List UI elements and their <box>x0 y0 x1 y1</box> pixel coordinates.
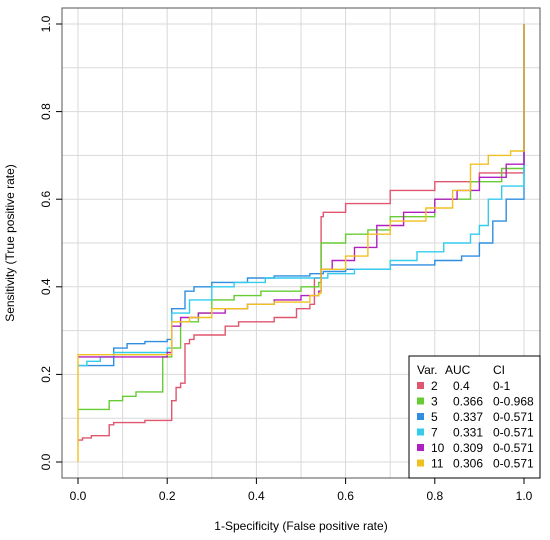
x-axis: 0.0 0.2 0.4 0.6 0.8 1.0 <box>70 478 533 503</box>
legend-ci-value: 0-0.571 <box>493 426 534 440</box>
legend-var-label: 10 <box>431 441 445 455</box>
legend-ci-value: 0-0.968 <box>493 395 534 409</box>
y-tick-label: 0.0 <box>39 453 53 470</box>
legend-auc-value: 0.337 <box>453 410 483 424</box>
legend-var-label: 5 <box>431 410 438 424</box>
legend-auc-value: 0.309 <box>453 441 483 455</box>
x-tick-label: 0.8 <box>426 489 443 503</box>
series-lines <box>77 24 525 462</box>
y-tick-label: 1.0 <box>39 15 53 32</box>
y-tick-label: 0.2 <box>39 366 53 383</box>
roc-curve-series-11 <box>77 24 525 462</box>
legend-var-label: 3 <box>431 395 438 409</box>
x-tick-label: 0.2 <box>159 489 176 503</box>
legend-swatch <box>417 459 424 467</box>
legend-header-ci: CI <box>493 363 505 377</box>
legend-auc-value: 0.306 <box>453 457 483 471</box>
x-axis-label: 1-Specificity (False positive rate) <box>214 519 387 533</box>
x-tick-label: 0.0 <box>70 489 87 503</box>
y-axis: 0.0 0.2 0.4 0.6 0.8 1.0 <box>39 15 62 470</box>
x-tick-label: 0.6 <box>337 489 354 503</box>
roc-curve-series-2 <box>78 24 525 441</box>
y-tick-label: 0.6 <box>39 191 53 208</box>
plot-frame <box>61 7 541 479</box>
roc-curve-series-5 <box>78 24 525 367</box>
legend-box <box>408 355 541 479</box>
legend-ci-value: 0-1 <box>493 379 511 393</box>
roc-curve-series-7 <box>78 24 525 367</box>
legend-ci-value: 0-0.571 <box>493 410 534 424</box>
legend-swatch <box>417 413 424 420</box>
legend-swatch <box>417 428 424 436</box>
legend: Var. AUC CI 2 0.4 0-1 3 0.366 0-0.968 5 0.337 0-… <box>408 355 541 479</box>
legend-ci-value: 0-0.571 <box>493 457 534 471</box>
y-tick-label: 0.8 <box>39 103 53 120</box>
legend-var-label: 11 <box>431 457 444 471</box>
x-tick-label: 0.4 <box>248 489 265 503</box>
legend-swatch <box>417 382 424 389</box>
legend-var-label: 7 <box>431 426 438 440</box>
legend-swatch <box>417 444 424 451</box>
y-axis-label: Sensitivity (True positive rate) <box>3 164 17 322</box>
legend-header-var: Var. <box>417 363 437 377</box>
legend-auc-value: 0.366 <box>453 395 483 409</box>
legend-ci-value: 0-0.571 <box>493 441 534 455</box>
legend-swatch <box>417 397 424 405</box>
legend-auc-value: 0.331 <box>453 426 483 440</box>
legend-header-auc: AUC <box>445 363 471 377</box>
legend-var-label: 2 <box>431 379 438 393</box>
legend-auc-value: 0.4 <box>453 379 470 393</box>
y-tick-label: 0.4 <box>39 278 53 295</box>
x-tick-label: 1.0 <box>516 489 533 503</box>
